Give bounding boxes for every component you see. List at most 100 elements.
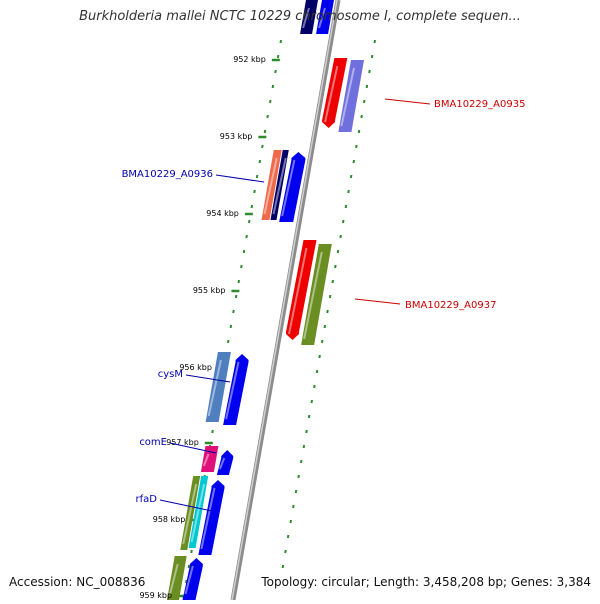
track-dot [355, 144, 358, 149]
gene-body[interactable] [286, 240, 317, 340]
track-dot [307, 414, 311, 419]
track-dot [261, 144, 264, 149]
track-dot [352, 159, 355, 164]
gene-body[interactable] [188, 476, 209, 548]
ruler-label: 959 kbp [139, 591, 172, 600]
track-dot [279, 39, 282, 44]
track-dot [326, 309, 329, 314]
track-dot [242, 249, 246, 254]
gene-highlight [225, 361, 240, 420]
gene-highlight [200, 487, 216, 550]
track-dot [323, 324, 327, 329]
gene-highlight [182, 483, 198, 545]
gene-highlight [303, 251, 323, 340]
track-dot [232, 309, 235, 314]
track-dot [347, 189, 350, 194]
gene-body[interactable] [322, 58, 348, 128]
gene-label-leader [169, 442, 217, 454]
track-dot [187, 564, 191, 569]
track-dot [360, 114, 363, 119]
accession-text: Accession: NC_008836 [9, 575, 146, 589]
track-dot [302, 444, 306, 449]
track-dot [245, 234, 248, 239]
gene-top-partial-a[interactable] [300, 0, 318, 34]
gene-label[interactable]: BMA10229_A0937 [405, 300, 496, 311]
ruler-label: 953 kbp [220, 132, 253, 141]
gene-rfaD-olive[interactable] [180, 476, 201, 550]
gene-cysM[interactable] [223, 354, 249, 425]
gene-BMA10229_A0936[interactable] [279, 152, 306, 222]
gene-body[interactable] [316, 0, 334, 34]
gene-highlight [207, 359, 222, 417]
gene-highlight [272, 157, 287, 215]
track-dot [281, 564, 285, 569]
gene-label[interactable]: BMA10229_A0935 [434, 99, 525, 110]
gene-highlight [169, 563, 179, 595]
track-dot [258, 159, 261, 164]
gene-rfaD-cyan[interactable] [188, 476, 209, 548]
gene-A0935-partner[interactable] [338, 60, 364, 132]
gene-A0937-partner[interactable] [301, 244, 332, 345]
gene-highlight [288, 247, 308, 335]
gene-highlight [324, 65, 339, 123]
chromosome-backbone-highlight [231, 0, 338, 601]
track-dot [313, 384, 316, 389]
track-dot [297, 474, 300, 479]
track-dot [349, 174, 353, 179]
gene-BMA10229_A0937[interactable] [286, 240, 317, 340]
track-dot [276, 54, 280, 59]
gene-rfaD[interactable] [198, 480, 225, 555]
track-dot [370, 54, 374, 59]
gene-feature-salmon[interactable] [261, 150, 282, 220]
gene-label[interactable]: cysM [158, 369, 183, 380]
gene-label[interactable]: comE [139, 437, 167, 448]
gene-cysM-block[interactable] [205, 352, 231, 422]
track-dot [331, 279, 334, 284]
gene-body[interactable] [223, 354, 249, 425]
gene-highlight [318, 7, 326, 29]
track-dot [284, 549, 287, 554]
gene-feature-navy[interactable] [270, 150, 289, 220]
track-dot [365, 84, 369, 89]
track-dot [294, 489, 298, 494]
track-dot [357, 129, 361, 134]
gene-label[interactable]: rfaD [136, 494, 158, 505]
gene-body[interactable] [198, 480, 225, 555]
gene-body[interactable] [270, 150, 289, 220]
gene-body[interactable] [182, 558, 203, 600]
gene-label-leader [354, 298, 401, 305]
gene-highlight [202, 453, 210, 467]
track-dot [305, 429, 308, 434]
gene-body[interactable] [216, 450, 234, 475]
track-dot [368, 69, 371, 74]
gene-body[interactable] [300, 0, 318, 34]
track-dot [310, 399, 313, 404]
gene-body[interactable] [167, 556, 187, 600]
track-dot [289, 519, 292, 524]
gene-top-partial-b[interactable] [316, 0, 334, 34]
track-dot [255, 174, 259, 179]
gene-body[interactable] [261, 150, 282, 220]
gene-bottom-olive[interactable] [167, 556, 187, 600]
ruler-label: 955 kbp [193, 286, 226, 295]
ruler-label: 958 kbp [153, 515, 186, 524]
track-dot [266, 114, 269, 119]
track-dot [211, 429, 214, 434]
gene-BMA10229_A0935[interactable] [322, 58, 348, 128]
gene-label[interactable]: BMA10229_A0936 [122, 169, 213, 180]
gene-highlight [281, 159, 296, 217]
gene-label-leader [384, 98, 431, 105]
gene-body[interactable] [279, 152, 306, 222]
track-dot [286, 534, 290, 539]
gene-body[interactable] [338, 60, 364, 132]
gene-body[interactable] [180, 476, 201, 550]
gene-body[interactable] [205, 352, 231, 422]
gene-bottom-blue[interactable] [182, 558, 203, 600]
track-dot [227, 339, 230, 344]
track-dot [229, 324, 233, 329]
gene-body[interactable] [301, 244, 332, 345]
gene-comE[interactable] [216, 450, 234, 475]
track-dot [344, 204, 348, 209]
